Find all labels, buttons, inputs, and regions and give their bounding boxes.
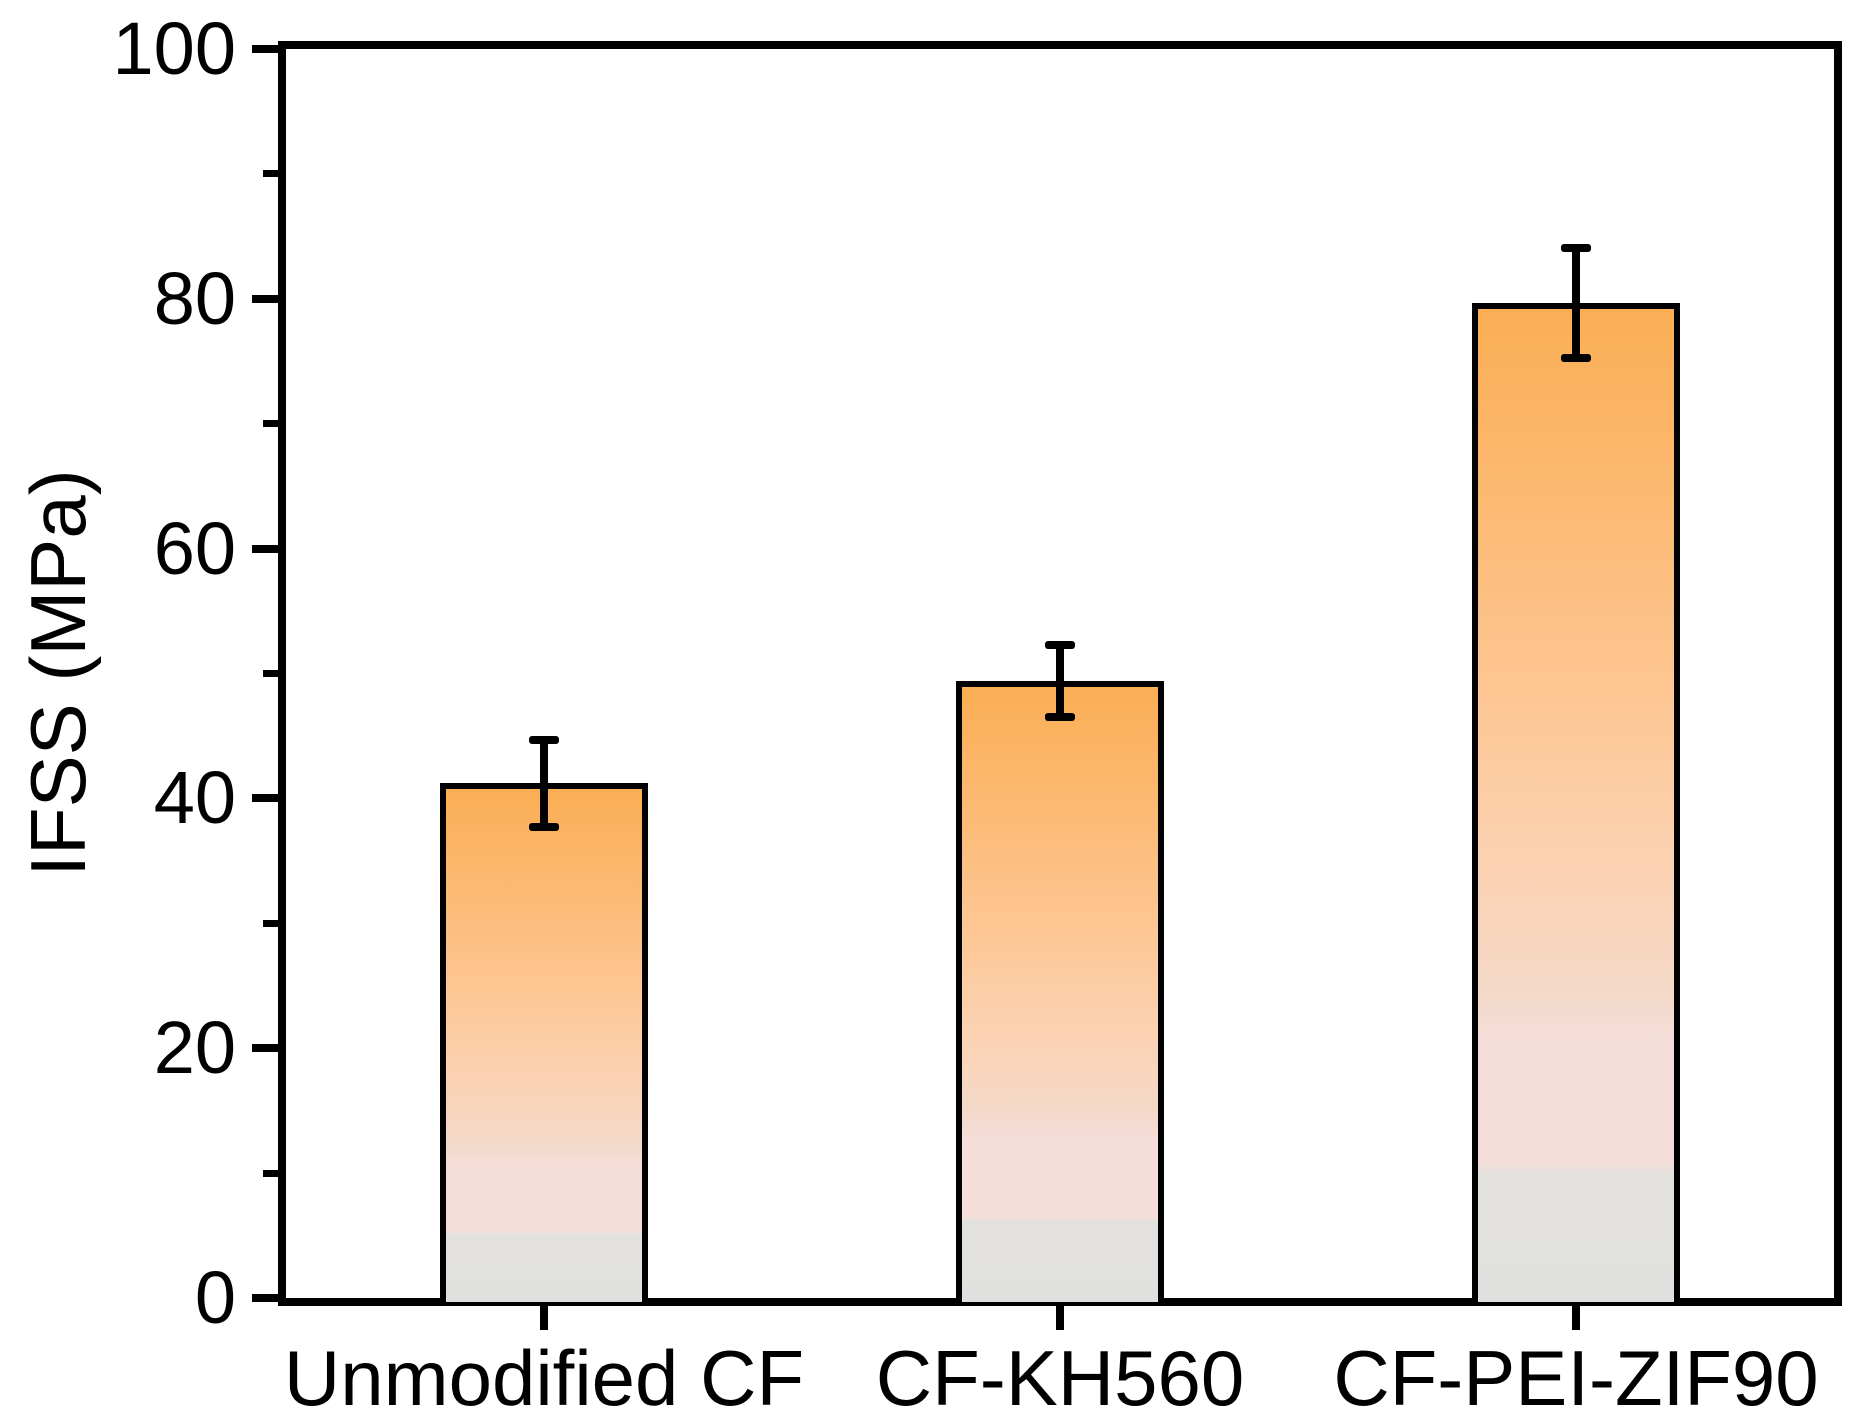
y-axis-tick-label: 40 bbox=[153, 756, 236, 840]
error-bar-line bbox=[540, 739, 548, 828]
y-axis-minor-tick bbox=[263, 670, 278, 677]
bar-2 bbox=[956, 680, 1164, 1302]
x-axis-tick bbox=[1572, 1306, 1580, 1330]
x-axis-category-label: Unmodified CF bbox=[283, 1334, 805, 1422]
x-axis-tick bbox=[540, 1306, 548, 1330]
y-axis-tick-label: 80 bbox=[153, 256, 236, 340]
y-axis-major-tick bbox=[252, 45, 278, 53]
y-axis-minor-tick bbox=[263, 919, 278, 927]
bar-3 bbox=[1472, 302, 1680, 1302]
error-bar-cap-top bbox=[529, 735, 559, 744]
error-bar-cap-bottom bbox=[1045, 713, 1075, 722]
y-axis-tick-label: 100 bbox=[112, 7, 236, 90]
y-axis-major-tick bbox=[252, 1044, 278, 1053]
error-bar-cap-top bbox=[1045, 640, 1075, 649]
x-axis-category-label: CF-KH560 bbox=[875, 1334, 1245, 1422]
error-bar-cap-bottom bbox=[529, 823, 559, 832]
plot-area bbox=[278, 41, 1842, 1306]
bar-1 bbox=[440, 783, 648, 1302]
error-bar-cap-top bbox=[1561, 243, 1591, 252]
y-axis-major-tick bbox=[252, 294, 278, 303]
y-axis-major-tick bbox=[252, 1294, 278, 1302]
x-axis-category-label: CF-PEI-ZIF90 bbox=[1333, 1334, 1819, 1422]
error-bar-line bbox=[1572, 247, 1580, 358]
y-axis-tick-label: 20 bbox=[153, 1006, 236, 1090]
y-axis-major-tick bbox=[252, 544, 278, 553]
y-axis-major-tick bbox=[252, 794, 278, 803]
y-axis-minor-tick bbox=[263, 420, 278, 428]
y-axis-tick-label: 0 bbox=[194, 1256, 236, 1339]
y-axis-minor-tick bbox=[263, 1169, 278, 1177]
x-axis-tick bbox=[1056, 1306, 1064, 1330]
error-bar-line bbox=[1056, 644, 1064, 718]
y-axis-minor-tick bbox=[263, 170, 278, 178]
y-axis-tick-label: 60 bbox=[153, 506, 236, 590]
error-bar-cap-bottom bbox=[1561, 353, 1591, 362]
